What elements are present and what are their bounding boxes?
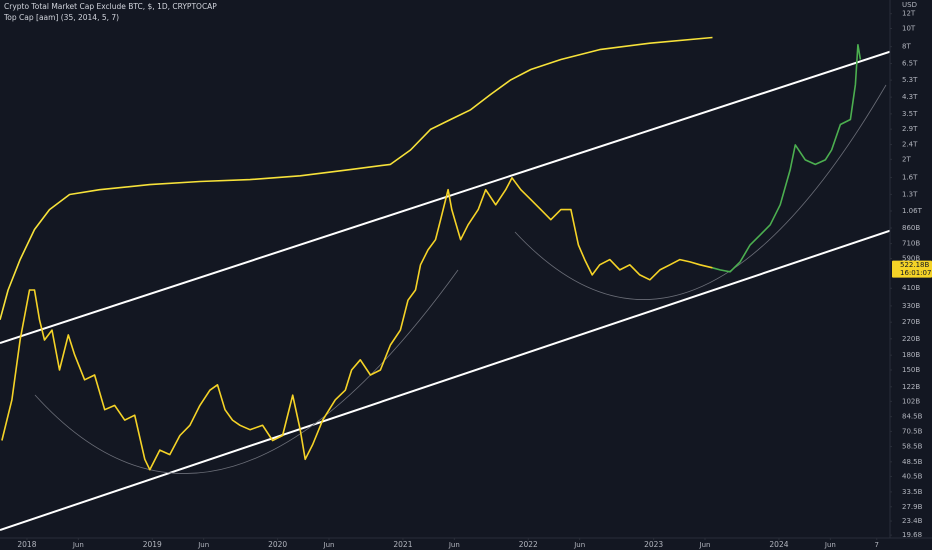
y-tick-label: 1.06T bbox=[902, 207, 923, 215]
x-tick-label: 2022 bbox=[519, 540, 538, 549]
y-tick-label: 58.5B bbox=[902, 443, 923, 451]
y-tick-label: 860B bbox=[902, 224, 920, 232]
x-tick-label: Jun bbox=[323, 541, 335, 549]
last-price-label: 522.18B bbox=[900, 261, 929, 269]
y-tick-label: 19.68 bbox=[902, 531, 922, 539]
series-line bbox=[1, 177, 713, 471]
chart-title: Crypto Total Market Cap Exclude BTC, $, … bbox=[4, 2, 217, 11]
y-tick-label: 1.6T bbox=[902, 174, 918, 182]
last-price-box bbox=[892, 260, 932, 278]
y-tick-label: 330B bbox=[902, 302, 920, 310]
x-tick-label: Jun bbox=[699, 541, 711, 549]
y-tick-label: 27.9B bbox=[902, 503, 923, 511]
y-tick-label: 2.9T bbox=[902, 125, 918, 133]
y-tick-label: 40.5B bbox=[902, 472, 923, 480]
x-tick-label: 2024 bbox=[769, 540, 788, 549]
y-tick-label: 180B bbox=[902, 351, 920, 359]
indicator-legend: Top Cap [aam] (35, 2014, 5, 7) bbox=[3, 13, 119, 22]
y-tick-label: 6.5T bbox=[902, 60, 918, 68]
y-tick-label: 150B bbox=[902, 366, 920, 374]
x-tick-label: Jun bbox=[448, 541, 460, 549]
countdown-label: 16:01:07 bbox=[900, 269, 931, 277]
series-line bbox=[712, 44, 862, 273]
y-tick-label: 1.3T bbox=[902, 190, 918, 198]
y-tick-label: 8T bbox=[902, 43, 911, 51]
x-tick-label: Jun bbox=[824, 541, 836, 549]
y-axis-label: USD bbox=[902, 1, 917, 9]
x-tick-label: 2023 bbox=[644, 540, 663, 549]
y-tick-label: 2.4T bbox=[902, 141, 918, 149]
y-tick-label: 84.5B bbox=[902, 413, 923, 421]
y-tick-label: 2T bbox=[902, 155, 911, 163]
x-tick-label: Jun bbox=[573, 541, 585, 549]
y-tick-label: 710B bbox=[902, 240, 920, 248]
arc-right bbox=[514, 84, 887, 300]
y-tick-label: 33.5B bbox=[902, 488, 923, 496]
x-tick-label: 2018 bbox=[17, 540, 36, 549]
y-tick-label: 12T bbox=[902, 10, 916, 18]
y-tick-label: 23.4B bbox=[902, 517, 923, 525]
channel-upper bbox=[0, 49, 896, 344]
y-tick-label: 270B bbox=[902, 318, 920, 326]
y-tick-label: 5.3T bbox=[902, 76, 918, 84]
y-tick-label: 48.5B bbox=[902, 458, 923, 466]
x-tick-label: Jun bbox=[72, 541, 84, 549]
y-tick-label: 70.5B bbox=[902, 427, 923, 435]
plot bbox=[0, 36, 862, 471]
x-tick-label: Jun bbox=[197, 541, 209, 549]
channel-lower bbox=[0, 228, 896, 531]
y-tick-label: 220B bbox=[902, 335, 920, 343]
arc-left bbox=[34, 269, 459, 474]
y-tick-label: 3.5T bbox=[902, 110, 918, 118]
x-tick-label: 7 bbox=[874, 541, 878, 549]
y-tick-label: 410B bbox=[902, 284, 920, 292]
y-tick-label: 4.3T bbox=[902, 93, 918, 101]
series-line bbox=[0, 36, 713, 321]
y-tick-label: 122B bbox=[902, 383, 920, 391]
x-tick-label: 2021 bbox=[393, 540, 412, 549]
x-tick-label: 2019 bbox=[143, 540, 162, 549]
drawings bbox=[0, 49, 896, 531]
y-tick-label: 102B bbox=[902, 397, 920, 405]
y-tick-label: 590B bbox=[902, 255, 920, 263]
y-tick-label: 10T bbox=[902, 25, 916, 33]
x-tick-label: 2020 bbox=[268, 540, 287, 549]
axes: 12T 10T 8T 6.5T 5.3T 4.3T 3.5T 2.9T 2.4T 2T 1.6T 1.… bbox=[17, 10, 932, 549]
